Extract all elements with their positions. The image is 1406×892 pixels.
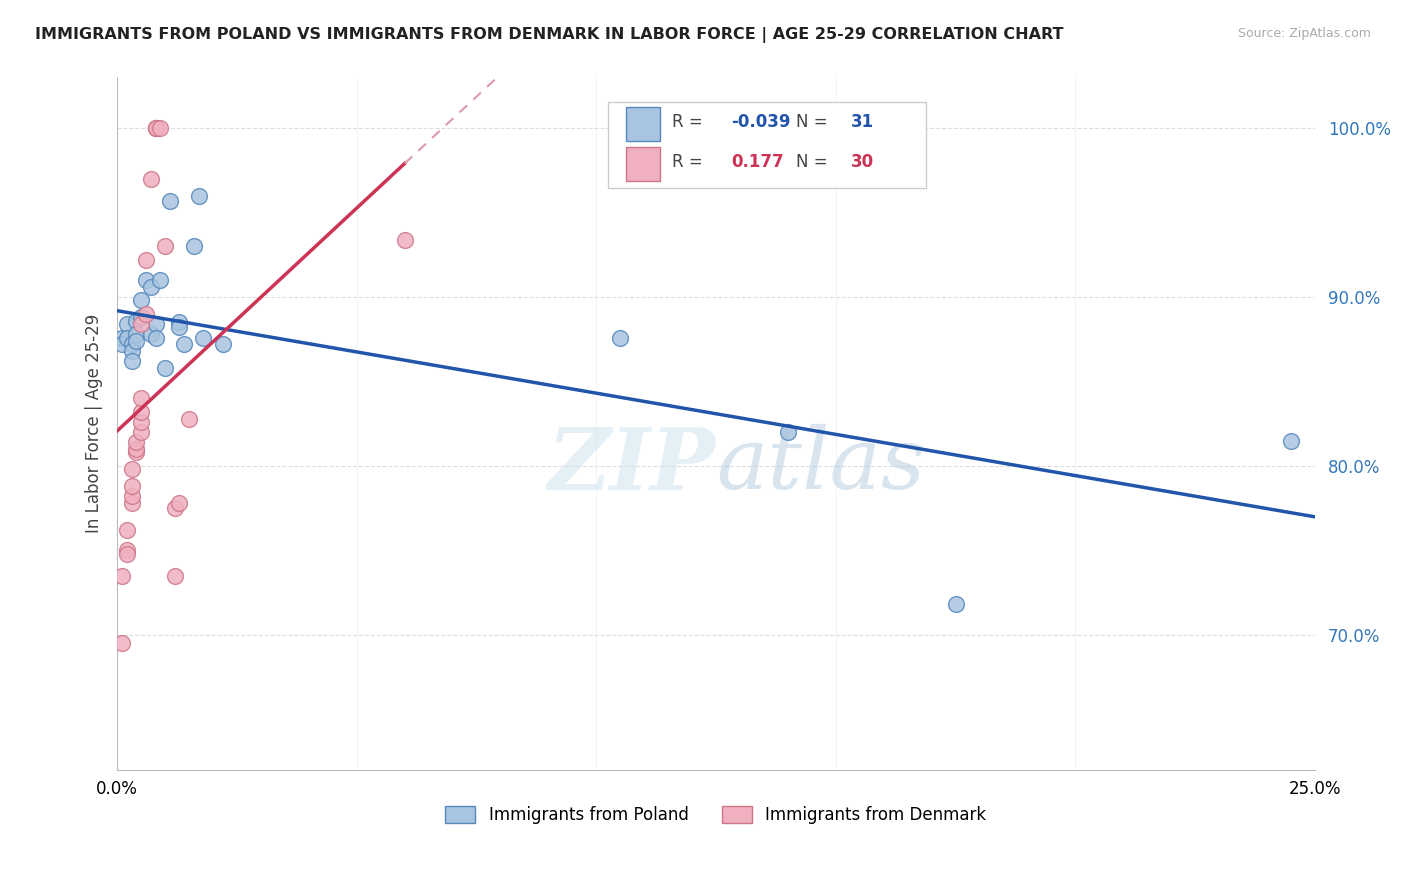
Point	[145, 330, 167, 344]
Point	[149, 273, 172, 287]
Text: -0.039: -0.039	[731, 113, 792, 131]
Text: 0.177: 0.177	[731, 153, 785, 170]
Point	[163, 568, 186, 582]
Point	[121, 462, 143, 476]
Point	[121, 337, 143, 351]
Point	[125, 314, 148, 328]
Point	[121, 344, 143, 359]
Point	[115, 543, 138, 558]
Point	[145, 121, 167, 136]
FancyBboxPatch shape	[626, 108, 659, 141]
Point	[129, 425, 152, 439]
Point	[135, 307, 157, 321]
Point	[125, 445, 148, 459]
Text: N =: N =	[796, 153, 834, 170]
Point	[121, 496, 143, 510]
Text: 31: 31	[851, 113, 875, 131]
Point	[111, 330, 134, 344]
Point	[145, 121, 167, 136]
Point	[115, 330, 138, 344]
Y-axis label: In Labor Force | Age 25-29: In Labor Force | Age 25-29	[86, 314, 103, 533]
Point	[129, 392, 152, 406]
Text: N =: N =	[796, 113, 834, 131]
Point	[125, 327, 148, 342]
Point	[211, 337, 233, 351]
Text: Source: ZipAtlas.com: Source: ZipAtlas.com	[1237, 27, 1371, 40]
Point	[139, 327, 162, 342]
Point	[1279, 434, 1302, 448]
Point	[129, 293, 152, 308]
Point	[115, 547, 138, 561]
Point	[149, 121, 172, 136]
Point	[153, 239, 176, 253]
Point	[125, 334, 148, 348]
FancyBboxPatch shape	[609, 102, 925, 188]
Point	[121, 479, 143, 493]
Point	[145, 121, 167, 136]
Text: ZIP: ZIP	[548, 424, 716, 507]
Point	[394, 233, 416, 247]
Point	[129, 317, 152, 331]
Point	[111, 568, 134, 582]
Point	[125, 442, 148, 456]
Point	[153, 361, 176, 376]
Point	[111, 337, 134, 351]
Legend: Immigrants from Poland, Immigrants from Denmark: Immigrants from Poland, Immigrants from …	[446, 805, 987, 824]
Point	[776, 425, 799, 439]
Point	[163, 501, 186, 516]
Point	[159, 194, 181, 208]
Text: atlas: atlas	[716, 424, 925, 507]
Point	[129, 405, 152, 419]
Point	[115, 317, 138, 331]
FancyBboxPatch shape	[626, 147, 659, 180]
Point	[609, 330, 631, 344]
Text: R =: R =	[672, 113, 707, 131]
Point	[121, 354, 143, 368]
Text: R =: R =	[672, 153, 707, 170]
Point	[139, 171, 162, 186]
Point	[173, 337, 195, 351]
Point	[145, 317, 167, 331]
Point	[129, 415, 152, 429]
Point	[125, 435, 148, 450]
Point	[121, 489, 143, 503]
Point	[111, 636, 134, 650]
Point	[187, 188, 209, 202]
Point	[135, 252, 157, 267]
Point	[169, 320, 191, 334]
Point	[135, 273, 157, 287]
Text: 30: 30	[851, 153, 875, 170]
Point	[169, 496, 191, 510]
Point	[139, 280, 162, 294]
Point	[129, 310, 152, 325]
Text: IMMIGRANTS FROM POLAND VS IMMIGRANTS FROM DENMARK IN LABOR FORCE | AGE 25-29 COR: IMMIGRANTS FROM POLAND VS IMMIGRANTS FRO…	[35, 27, 1064, 43]
Point	[183, 239, 205, 253]
Point	[945, 598, 967, 612]
Point	[115, 523, 138, 537]
Point	[177, 411, 200, 425]
Point	[169, 315, 191, 329]
Point	[193, 330, 215, 344]
